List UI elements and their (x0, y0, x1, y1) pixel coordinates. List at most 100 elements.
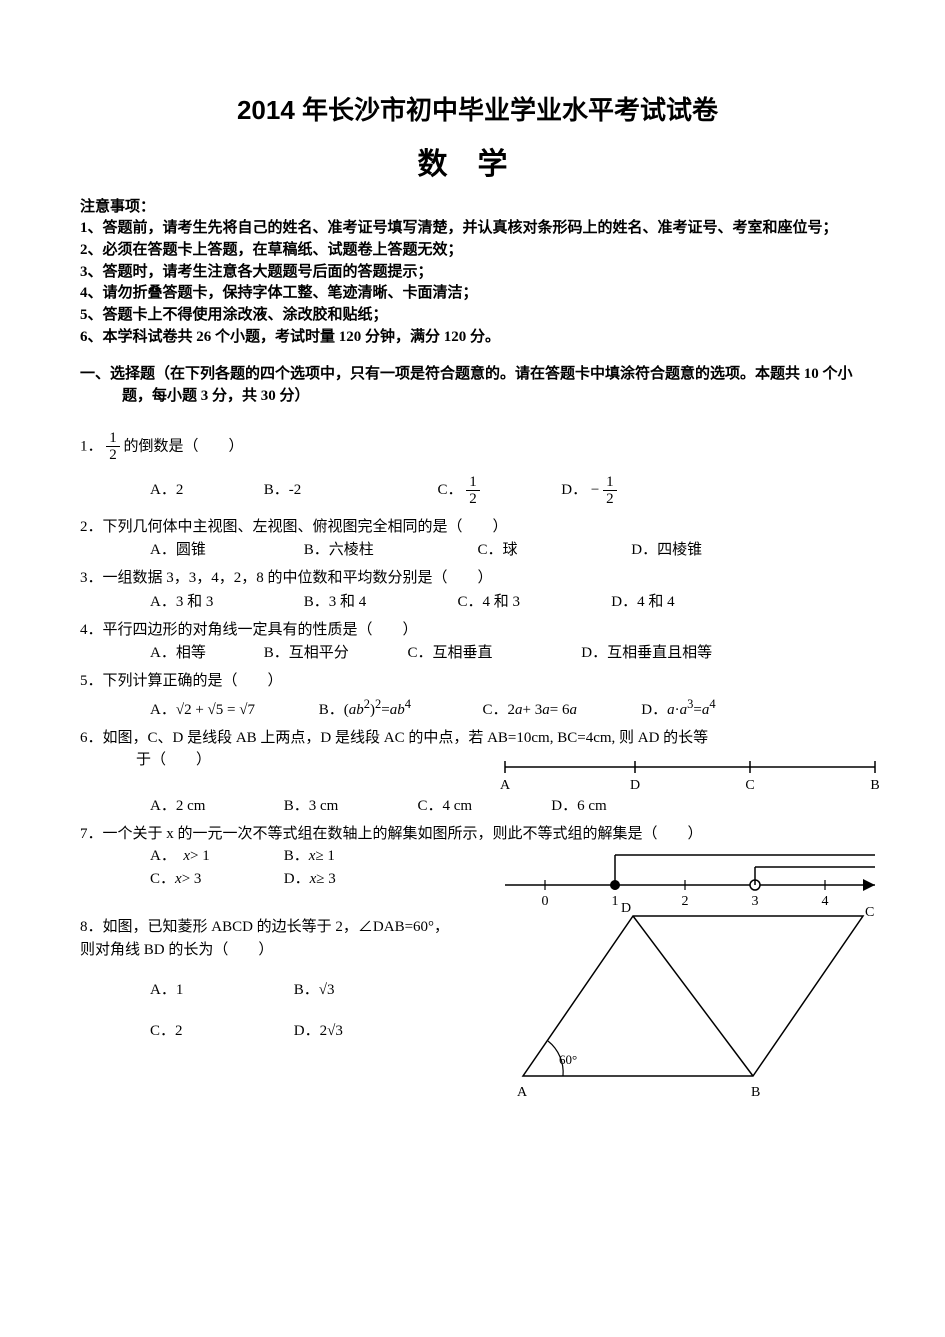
q4-options: A．相等 B．互相平分 C．互相垂直 D．互相垂直且相等 (80, 641, 875, 662)
q1-c-den: 2 (466, 491, 480, 508)
q7-b-pre: B． (284, 845, 309, 868)
q1-d-pre: D． (561, 478, 587, 499)
q3-opt-b: B．3 和 4 (304, 590, 454, 611)
q7-a-x: x (183, 845, 190, 868)
q6-opt-d: D．6 cm (551, 794, 606, 815)
q7-opt-b: B．x ≥ 1 (284, 845, 335, 868)
q1-options: A．2 B．-2 C． 1 2 D． − 1 2 (80, 474, 875, 508)
question-6: 6．如图，C、D 是线段 AB 上两点，D 是线段 AC 的中点，若 AB=10… (80, 727, 875, 772)
q5-c-a3: a (569, 702, 577, 719)
q4-opt-b: B．互相平分 (264, 641, 404, 662)
q1-num: 1． (80, 438, 103, 454)
q5-b-s3: 4 (405, 697, 411, 711)
section-1-head: 一、选择题（在下列各题的四个选项中，只有一项是符合题意的。请在答题卡中填涂符合题… (80, 363, 875, 408)
q8-opt-d: D．2√3 (294, 1020, 343, 1043)
q1-c-frac: 1 2 (466, 474, 480, 508)
q5-c-a2: a (542, 702, 550, 719)
q8-opt-b: B．√3 (294, 979, 335, 1002)
q7-d-rel: ≥ 3 (316, 868, 335, 891)
question-3: 3．一组数据 3，3，4，2，8 的中位数和平均数分别是（ ） (80, 567, 875, 590)
q7-d-x: x (310, 868, 317, 891)
q4-opt-a: A．相等 (150, 641, 260, 662)
q5-d-a: a (667, 702, 675, 719)
q8-label-b: B (751, 1085, 760, 1100)
notice-1: 1、答题前，请考生先将自己的姓名、准考证号填写清楚，并认真核对条形码上的姓名、准… (80, 218, 875, 240)
q5-b-1: B．( (319, 698, 349, 719)
q1-c-pre: C． (438, 478, 463, 499)
question-5: 5．下列计算正确的是（ ） (80, 670, 875, 693)
q5-b-eq: = (381, 702, 389, 719)
q8-label-d: D (621, 901, 631, 916)
q8-label-c: C (865, 905, 874, 920)
q1-opt-b: B．-2 (264, 478, 434, 499)
q7-c-rel: > 3 (182, 868, 202, 891)
q2-opt-b: B．六棱柱 (304, 538, 474, 559)
q6-label-c: C (745, 778, 754, 793)
q2-opt-a: A．圆锥 (150, 538, 300, 559)
q7-c-pre: C． (150, 868, 175, 891)
q2-options: A．圆锥 B．六棱柱 C．球 D．四棱锥 (80, 538, 875, 559)
title-main: 2014 年长沙市初中毕业学业水平考试试卷 (80, 90, 875, 127)
q5-b-ab: ab (349, 702, 364, 719)
q5-d-eq: = (693, 702, 701, 719)
q6-label-a: A (500, 778, 511, 793)
q2-opt-c: C．球 (478, 538, 628, 559)
q6-stem-1: 6．如图，C、D 是线段 AB 上两点，D 是线段 AC 的中点，若 AB=10… (80, 727, 875, 750)
q7-b-x: x (309, 845, 316, 868)
q3-opt-d: D．4 和 4 (611, 590, 674, 611)
q7-a-rel: > 1 (190, 845, 210, 868)
q8-figure: A B C D 60° (493, 896, 903, 1106)
q3-options: A．3 和 3 B．3 和 4 C．4 和 3 D．4 和 4 (80, 590, 875, 611)
q4-opt-c: C．互相垂直 (408, 641, 578, 662)
q6-opt-c: C．4 cm (418, 794, 548, 815)
q3-opt-c: C．4 和 3 (458, 590, 608, 611)
q7-b-rel: ≥ 1 (315, 845, 334, 868)
q8-opt-a: A．1 (150, 979, 290, 1002)
notice-2: 2、必须在答题卡上答题，在草稿纸、试题卷上答题无效； (80, 240, 875, 262)
q8-label-a: A (517, 1085, 528, 1100)
q8-angle-label: 60° (559, 1052, 577, 1067)
exam-page: 2014 年长沙市初中毕业学业水平考试试卷 数学 注意事项： 1、答题前，请考生… (0, 0, 945, 1337)
q1-d-neg: − (591, 482, 599, 499)
q7-stem: 7．一个关于 x 的一元一次不等式组在数轴上的解集如图所示，则此不等式组的解集是… (80, 826, 703, 842)
q5-d-s2: 4 (709, 697, 715, 711)
q7-opt-a: A． x > 1 (150, 845, 280, 868)
q5-opt-d: D．a · a3 = a4 (641, 697, 715, 719)
question-8: 8．如图，已知菱形 ABCD 的边长等于 2，∠DAB=60°， 则对角线 BD… (80, 916, 875, 1042)
q1-opt-d: D． − 1 2 (561, 474, 616, 508)
q5-options: A．√2 + √5 = √7 B．(ab2)2 = ab4 C．2a + 3a … (80, 697, 875, 719)
notice-5: 5、答题卡上不得使用涂改液、涂改胶和贴纸； (80, 305, 875, 327)
q8-opt-c: C．2 (150, 1020, 290, 1043)
q1-frac-den: 2 (106, 447, 120, 464)
q5-c-1: C．2 (483, 698, 516, 719)
q5-c-mid: + 3 (523, 702, 543, 719)
q5-d-a2: a (680, 702, 688, 719)
q1-d-den: 2 (603, 491, 617, 508)
q7-c-x: x (175, 868, 182, 891)
q6-options: A．2 cm B．3 cm C．4 cm D．6 cm (80, 794, 875, 815)
q5-c-a: a (515, 702, 523, 719)
notice-6: 6、本学科试卷共 26 个小题，考试时量 120 分钟，满分 120 分。 (80, 327, 875, 349)
q1-c-num: 1 (466, 474, 480, 492)
q1-opt-a: A．2 (150, 478, 260, 499)
q6-opt-a: A．2 cm (150, 794, 280, 815)
q1-d-frac: 1 2 (603, 474, 617, 508)
q7-a-pre: A． (150, 845, 183, 868)
q7-opt-c: C．x > 3 (150, 868, 280, 891)
notice-4: 4、请勿折叠答题卡，保持字体工整、笔迹清晰、卡面清洁； (80, 283, 875, 305)
q1-stem-post: 的倒数是（ ） (124, 438, 244, 454)
notice-head: 注意事项： (80, 195, 875, 216)
title-sub: 数学 (80, 139, 875, 183)
q6-figure: A D C B (495, 757, 895, 797)
q1-frac-num: 1 (106, 430, 120, 448)
q1-opt-c: C． 1 2 (438, 474, 558, 508)
q5-b-ab2: ab (390, 702, 405, 719)
q5-opt-a: A．√2 + √5 = √7 (150, 698, 315, 719)
q7-opt-d: D．x ≥ 3 (284, 868, 336, 891)
q7-d-pre: D． (284, 868, 310, 891)
question-7: 7．一个关于 x 的一元一次不等式组在数轴上的解集如图所示，则此不等式组的解集是… (80, 823, 875, 891)
q5-opt-c: C．2a + 3a = 6a (483, 698, 638, 719)
question-2: 2．下列几何体中主视图、左视图、俯视图完全相同的是（ ） (80, 516, 875, 539)
q6-label-d: D (630, 778, 640, 793)
q5-opt-b: B．(ab2)2 = ab4 (319, 697, 479, 719)
